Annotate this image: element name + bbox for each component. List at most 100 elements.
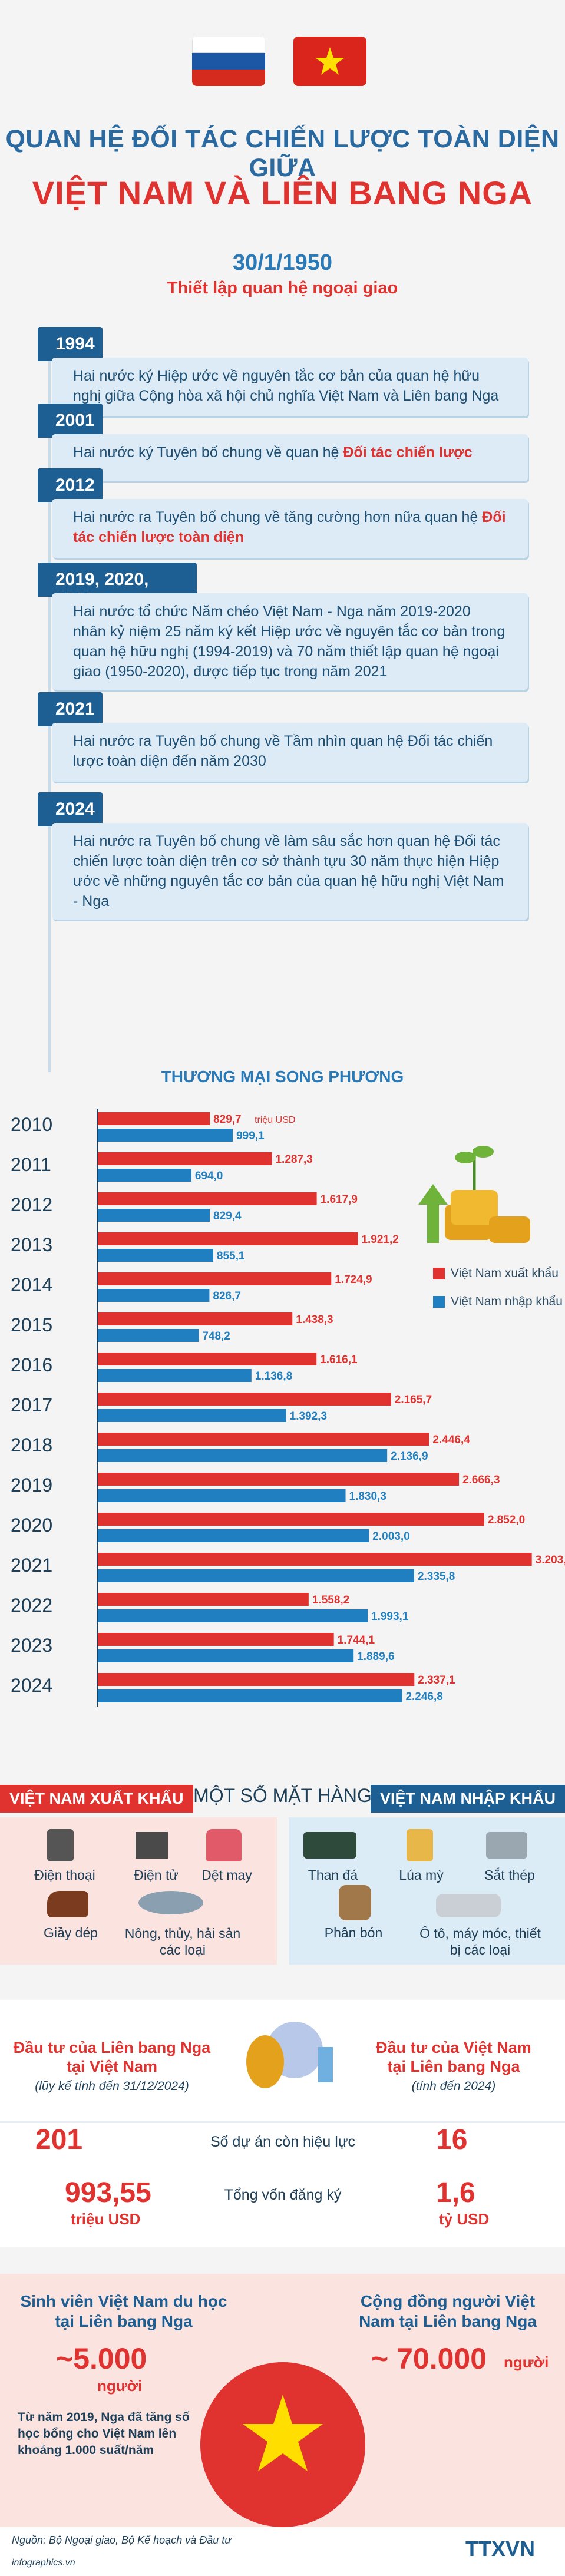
export-value-label: 2.666,3 — [462, 1474, 500, 1486]
import-bar — [97, 1169, 191, 1182]
coins-plant-icon — [418, 1146, 530, 1243]
import-bar — [97, 1129, 233, 1142]
import-bar — [97, 1209, 210, 1222]
inv-capital-right: 1,6 — [436, 2177, 475, 2208]
export-item-phone: Điện thoại — [34, 1867, 95, 1883]
year-tick-label: 2011 — [11, 1154, 51, 1175]
export-value-label: 1.438,3 — [296, 1314, 333, 1326]
electronics-icon — [136, 1832, 168, 1859]
export-bar — [97, 1593, 309, 1606]
timeline-text: Hai nước ra Tuyên bố chung về tăng cường… — [73, 509, 483, 525]
import-bar — [97, 1449, 388, 1462]
import-value-label: 855,1 — [217, 1250, 245, 1262]
timeline-year: 2001 — [38, 404, 103, 438]
russia-flag — [192, 37, 265, 86]
import-value-label: 1.392,3 — [290, 1410, 327, 1423]
export-value-label: 1.921,2 — [361, 1234, 398, 1246]
year-tick-label: 2022 — [11, 1595, 52, 1616]
inv-right-title: Đầu tư của Việt Nam tại Liên bang Nga — [376, 2039, 531, 2075]
import-value-label: 2.136,9 — [391, 1450, 428, 1463]
products-title: MỘT SỐ MẶT HÀNG — [193, 1785, 372, 1806]
export-header: VIỆT NAM XUẤT KHẨU — [9, 1790, 184, 1807]
import-bar — [97, 1609, 368, 1622]
people-left-value: ~5.000 — [56, 2342, 147, 2375]
import-bar — [97, 1249, 213, 1262]
coal-icon — [303, 1832, 356, 1859]
timeline-year: 2024 — [38, 792, 103, 826]
people-right-unit: người — [504, 2353, 549, 2371]
year-tick-label: 2015 — [11, 1314, 52, 1335]
people-right-value: ~ 70.000 — [371, 2342, 487, 2375]
timeline-highlight: Đối tác chiến lược toàn diện — [73, 509, 506, 545]
timeline-text: Hai nước ký Hiệp ước về nguyên tắc cơ bả… — [73, 368, 499, 404]
export-bar — [97, 1312, 293, 1325]
inv-left-note: (lũy kế tính đến 31/12/2024) — [35, 2079, 189, 2093]
export-bar — [97, 1673, 415, 1686]
export-item-footwear: Giầy dép — [43, 1925, 98, 1940]
import-value-label: 694,0 — [195, 1170, 223, 1182]
year-tick-label: 2018 — [11, 1434, 52, 1456]
export-bar — [97, 1473, 460, 1486]
people-left-title: Sinh viên Việt Nam du học tại Liên bang … — [20, 2292, 227, 2330]
inv-projects-right: 16 — [436, 2124, 468, 2155]
export-value-label: 3.203,0 — [536, 1554, 565, 1566]
export-bar — [97, 1553, 532, 1566]
timeline-entry: Hai nước ra Tuyên bố chung về Tầm nhìn q… — [52, 723, 528, 782]
import-bar — [97, 1489, 346, 1502]
footer: Nguồn: Bộ Ngoại giao, Bộ Kế hoạch và Đầu… — [0, 2527, 565, 2576]
export-value-label: 829,7 — [213, 1113, 242, 1126]
import-value-label: 748,2 — [202, 1330, 230, 1342]
import-bar — [97, 1689, 402, 1702]
export-item-electronics: Điện tử — [134, 1867, 179, 1883]
timeline-text: Hai nước ra Tuyên bố chung về làm sâu sắ… — [73, 833, 504, 910]
import-bar — [97, 1409, 286, 1422]
import-value-label: 1.993,1 — [371, 1611, 409, 1623]
steel-icon — [486, 1832, 527, 1859]
export-value-label: 2.337,1 — [418, 1674, 455, 1687]
year-tick-label: 2012 — [11, 1194, 52, 1215]
export-bar — [97, 1393, 391, 1406]
timeline-entry: Hai nước ký Hiệp ước về nguyên tắc cơ bả… — [52, 358, 528, 416]
import-value-label: 826,7 — [213, 1290, 241, 1302]
establish-date: 30/1/1950 — [232, 250, 333, 275]
export-value-label: 1.616,1 — [320, 1354, 358, 1366]
import-bar — [97, 1649, 354, 1662]
car-icon — [436, 1894, 501, 1917]
export-bar — [97, 1152, 272, 1165]
timeline-year: 2019, 2020, 2021 — [38, 563, 197, 609]
import-header: VIỆT NAM NHẬP KHẨU — [379, 1790, 556, 1807]
inv-left-title: Đầu tư của Liên bang Nga tại Việt Nam — [13, 2039, 211, 2075]
year-tick-label: 2014 — [11, 1274, 52, 1295]
unit-label: triệu USD — [255, 1115, 295, 1125]
import-value-label: 829,4 — [213, 1210, 242, 1222]
people-left-unit: người — [97, 2377, 143, 2395]
year-tick-label: 2013 — [11, 1234, 52, 1255]
export-bar — [97, 1192, 317, 1205]
export-bar — [97, 1353, 317, 1365]
year-tick-label: 2016 — [11, 1354, 52, 1375]
clothing-icon — [206, 1829, 242, 1861]
inv-capital-label: Tổng vốn đăng ký — [224, 2187, 342, 2203]
import-item-machinery: Ô tô, máy móc, thiết bị các loại — [419, 1926, 541, 1957]
export-value-label: 2.446,4 — [432, 1434, 470, 1446]
inv-capital-right-unit: tỷ USD — [439, 2210, 490, 2228]
inv-capital-left-unit: triệu USD — [71, 2210, 141, 2228]
legend-import-label: Việt Nam nhập khẩu — [451, 1295, 563, 1308]
export-item-textile: Dệt may — [201, 1867, 252, 1883]
timeline-text: Hai nước ra Tuyên bố chung về Tầm nhìn q… — [73, 733, 493, 769]
export-bar — [97, 1433, 429, 1446]
year-tick-label: 2019 — [11, 1474, 52, 1496]
products-section: VIỆT NAM XUẤT KHẨU VIỆT NAM NHẬP KHẨU MỘ… — [0, 1785, 565, 1813]
page-title-line2: VIỆT NAM VÀ LIÊN BANG NGA — [32, 174, 533, 211]
timeline-text: Hai nước ký Tuyên bố chung về quan hệ — [73, 444, 343, 461]
year-tick-label: 2024 — [11, 1675, 52, 1696]
year-tick-label: 2023 — [11, 1635, 52, 1656]
export-bar — [97, 1633, 334, 1646]
timeline-year: 2021 — [38, 692, 103, 726]
import-value-label: 2.335,8 — [418, 1570, 455, 1583]
timeline-entry: Hai nước tổ chức Năm chéo Việt Nam - Nga… — [52, 593, 528, 690]
timeline-year: 1994 — [38, 327, 103, 361]
export-item-seafood: Nông, thủy, hải sản các loại — [124, 1926, 241, 1957]
inv-projects-left: 201 — [35, 2124, 83, 2155]
import-bar — [97, 1529, 369, 1542]
